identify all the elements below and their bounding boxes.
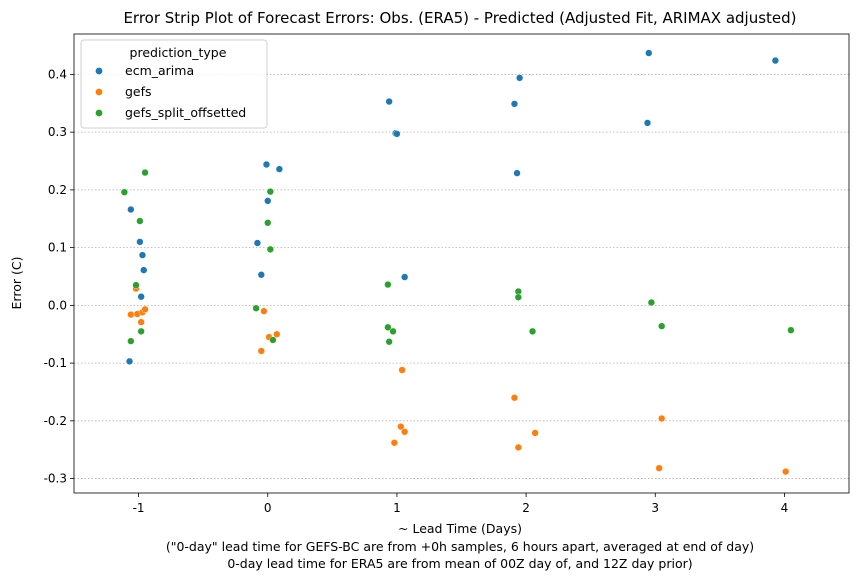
data-point xyxy=(397,423,405,431)
x-axis-note-2: 0-day lead time for ERA5 are from mean o… xyxy=(227,556,692,571)
data-point xyxy=(401,273,409,281)
data-point xyxy=(393,130,401,138)
data-point xyxy=(260,307,268,315)
series-gefs_split_offsetted xyxy=(120,168,795,346)
data-point xyxy=(136,217,144,225)
data-point xyxy=(401,428,409,436)
data-point xyxy=(385,338,393,346)
data-point xyxy=(120,188,128,196)
data-point xyxy=(771,56,779,65)
data-point xyxy=(516,74,524,82)
data-point xyxy=(140,266,148,274)
data-point xyxy=(514,293,522,301)
y-tick-label: 0.1 xyxy=(48,241,67,255)
data-point xyxy=(655,464,663,472)
series-ecm_arima xyxy=(125,49,779,365)
data-point xyxy=(252,304,260,312)
y-axis: -0.3 -0.2 -0.1 0.0 0.1 0.2 0.3 0.4 xyxy=(44,67,74,486)
y-tick-label: 0.0 xyxy=(48,298,67,312)
data-point xyxy=(510,394,519,402)
data-point xyxy=(782,468,790,476)
data-point xyxy=(384,323,392,331)
x-tick-label: 4 xyxy=(781,501,789,515)
data-point xyxy=(141,305,149,314)
data-point xyxy=(398,366,406,374)
data-point xyxy=(647,298,655,307)
data-point xyxy=(137,327,145,335)
data-point xyxy=(136,238,144,246)
x-axis-note-1: ("0-day" lead time for GEFS-BC are from … xyxy=(166,539,754,554)
x-axis-label: ~ Lead Time (Days) xyxy=(398,521,522,536)
y-tick-label: 0.3 xyxy=(48,125,67,139)
x-tick-label: 0 xyxy=(264,501,272,515)
data-point xyxy=(266,245,274,253)
data-point xyxy=(264,197,272,205)
y-axis-label: Error (C) xyxy=(9,257,24,310)
x-tick-label: -1 xyxy=(133,501,145,515)
y-tick-label: -0.1 xyxy=(44,356,67,370)
data-point xyxy=(531,429,539,437)
data-point xyxy=(127,310,135,319)
y-tick-label: 0.4 xyxy=(48,67,67,81)
data-point xyxy=(141,168,149,177)
data-point xyxy=(385,97,393,106)
data-point xyxy=(514,443,522,451)
legend-marker xyxy=(95,109,103,117)
data-point xyxy=(510,100,519,108)
data-point xyxy=(138,251,147,259)
plot-frame xyxy=(73,33,850,494)
data-point xyxy=(257,271,265,279)
data-point xyxy=(127,205,135,214)
x-tick-label: 2 xyxy=(522,501,530,515)
legend-title: prediction_type xyxy=(130,45,227,60)
legend-label: gefs xyxy=(125,84,152,99)
data-point xyxy=(264,219,272,227)
data-point xyxy=(127,337,135,345)
data-point xyxy=(269,336,277,344)
data-point xyxy=(643,119,652,127)
series-gefs xyxy=(127,285,790,476)
legend-marker xyxy=(95,67,103,75)
data-point xyxy=(513,169,521,177)
data-point xyxy=(658,322,666,330)
data-point xyxy=(389,327,397,335)
legend-marker xyxy=(95,88,103,96)
data-point xyxy=(645,49,653,57)
x-tick-label: 3 xyxy=(651,501,659,515)
x-tick-label: 1 xyxy=(393,501,401,515)
legend-label: gefs_split_offsetted xyxy=(125,105,246,120)
data-point xyxy=(528,327,537,335)
legend-label: ecm_arima xyxy=(125,63,194,78)
chart-title: Error Strip Plot of Forecast Errors: Obs… xyxy=(123,9,796,27)
data-point xyxy=(132,281,140,289)
data-point xyxy=(266,188,274,196)
data-point xyxy=(137,293,145,301)
y-tick-label: 0.2 xyxy=(48,183,67,197)
data-point xyxy=(262,160,271,169)
data-point xyxy=(257,347,265,355)
x-axis: -1 0 1 2 3 4 xyxy=(133,493,789,515)
data-point xyxy=(137,318,145,326)
data-point xyxy=(390,439,398,447)
y-tick-label: -0.2 xyxy=(44,414,67,428)
data-point xyxy=(253,239,262,247)
legend-box xyxy=(80,39,268,129)
data-point xyxy=(125,357,134,365)
data-points xyxy=(120,49,795,476)
data-point xyxy=(658,414,666,423)
y-tick-label: -0.3 xyxy=(44,472,67,486)
data-point xyxy=(273,330,281,338)
data-point xyxy=(787,326,795,334)
data-point xyxy=(384,280,392,289)
data-point xyxy=(275,165,283,173)
